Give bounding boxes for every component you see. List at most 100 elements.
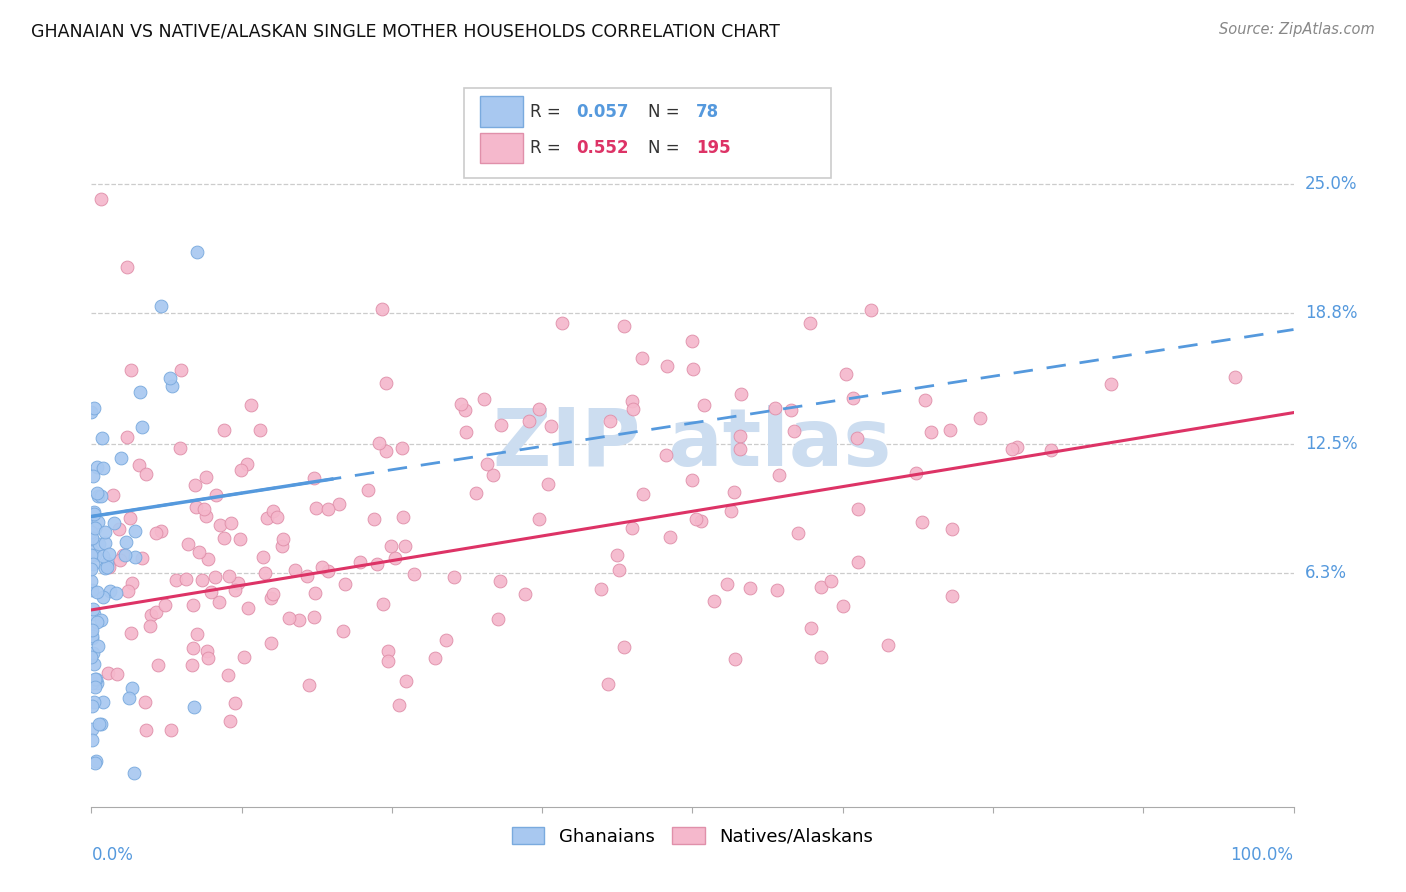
- Point: [82, 602, 104, 616]
- Point: [86, 459, 108, 474]
- Point: [86, 672, 108, 686]
- Point: [153, 599, 176, 613]
- Point: [316, 502, 339, 516]
- Point: [402, 566, 425, 581]
- Point: [80, 623, 103, 637]
- Point: [83, 657, 105, 671]
- FancyBboxPatch shape: [464, 87, 831, 178]
- Point: [768, 468, 790, 483]
- Point: [131, 551, 153, 566]
- Point: [920, 425, 942, 439]
- Point: [80, 650, 103, 665]
- Point: [80, 405, 103, 419]
- Point: [80, 543, 103, 558]
- Point: [186, 626, 208, 640]
- Point: [941, 589, 963, 603]
- Point: [197, 651, 219, 665]
- Point: [195, 509, 218, 524]
- Point: [486, 611, 509, 625]
- Point: [98, 583, 121, 598]
- Point: [204, 570, 226, 584]
- Point: [90, 192, 112, 206]
- Point: [810, 580, 832, 594]
- FancyBboxPatch shape: [479, 96, 523, 127]
- Point: [86, 675, 108, 690]
- Point: [97, 559, 120, 574]
- Point: [252, 550, 274, 565]
- Point: [305, 501, 328, 516]
- Point: [212, 423, 235, 437]
- Point: [82, 646, 104, 660]
- Point: [229, 532, 252, 546]
- Point: [87, 716, 110, 731]
- Point: [550, 316, 572, 330]
- Point: [606, 548, 628, 562]
- Point: [108, 553, 131, 567]
- Point: [366, 557, 388, 571]
- Point: [596, 676, 619, 690]
- Point: [685, 511, 707, 525]
- Point: [298, 678, 321, 692]
- Point: [939, 423, 962, 437]
- Point: [118, 511, 141, 525]
- Point: [176, 572, 198, 586]
- Point: [80, 548, 103, 562]
- Point: [357, 483, 380, 497]
- Point: [425, 650, 447, 665]
- Point: [94, 561, 117, 575]
- Point: [124, 524, 146, 539]
- Point: [197, 552, 219, 566]
- Point: [374, 443, 396, 458]
- Point: [249, 424, 271, 438]
- Point: [186, 245, 208, 260]
- Text: N =: N =: [648, 103, 685, 120]
- Point: [911, 515, 934, 529]
- Point: [434, 632, 457, 647]
- Point: [374, 376, 396, 390]
- Point: [91, 549, 114, 563]
- Point: [160, 378, 183, 392]
- Point: [82, 676, 104, 690]
- Point: [208, 517, 231, 532]
- Point: [188, 545, 211, 559]
- Point: [120, 626, 142, 640]
- Point: [236, 600, 259, 615]
- Point: [783, 424, 806, 438]
- Point: [224, 582, 246, 597]
- Point: [110, 450, 132, 465]
- Point: [217, 668, 239, 682]
- Point: [799, 316, 821, 330]
- Point: [104, 585, 127, 599]
- Point: [101, 488, 124, 502]
- Point: [94, 525, 117, 540]
- Text: GHANAIAN VS NATIVE/ALASKAN SINGLE MOTHER HOUSEHOLDS CORRELATION CHART: GHANAIAN VS NATIVE/ALASKAN SINGLE MOTHER…: [31, 22, 780, 40]
- Point: [208, 594, 231, 608]
- Point: [96, 556, 118, 570]
- Point: [87, 489, 110, 503]
- Point: [134, 695, 156, 709]
- Point: [787, 525, 810, 540]
- Text: Source: ZipAtlas.com: Source: ZipAtlas.com: [1219, 22, 1375, 37]
- Point: [394, 540, 416, 554]
- Point: [371, 597, 394, 611]
- Point: [914, 393, 936, 408]
- Point: [159, 371, 181, 385]
- Point: [145, 605, 167, 619]
- Point: [108, 522, 131, 536]
- Point: [112, 549, 135, 563]
- Point: [391, 442, 413, 456]
- Point: [941, 522, 963, 536]
- Point: [613, 319, 636, 334]
- Point: [122, 766, 145, 780]
- Point: [135, 723, 157, 737]
- Text: 78: 78: [696, 103, 720, 120]
- Point: [969, 411, 991, 425]
- Point: [832, 599, 855, 613]
- Point: [165, 573, 187, 587]
- Point: [302, 610, 325, 624]
- Point: [363, 512, 385, 526]
- Point: [124, 549, 146, 564]
- Point: [730, 429, 752, 443]
- Point: [472, 392, 495, 407]
- Point: [842, 392, 865, 406]
